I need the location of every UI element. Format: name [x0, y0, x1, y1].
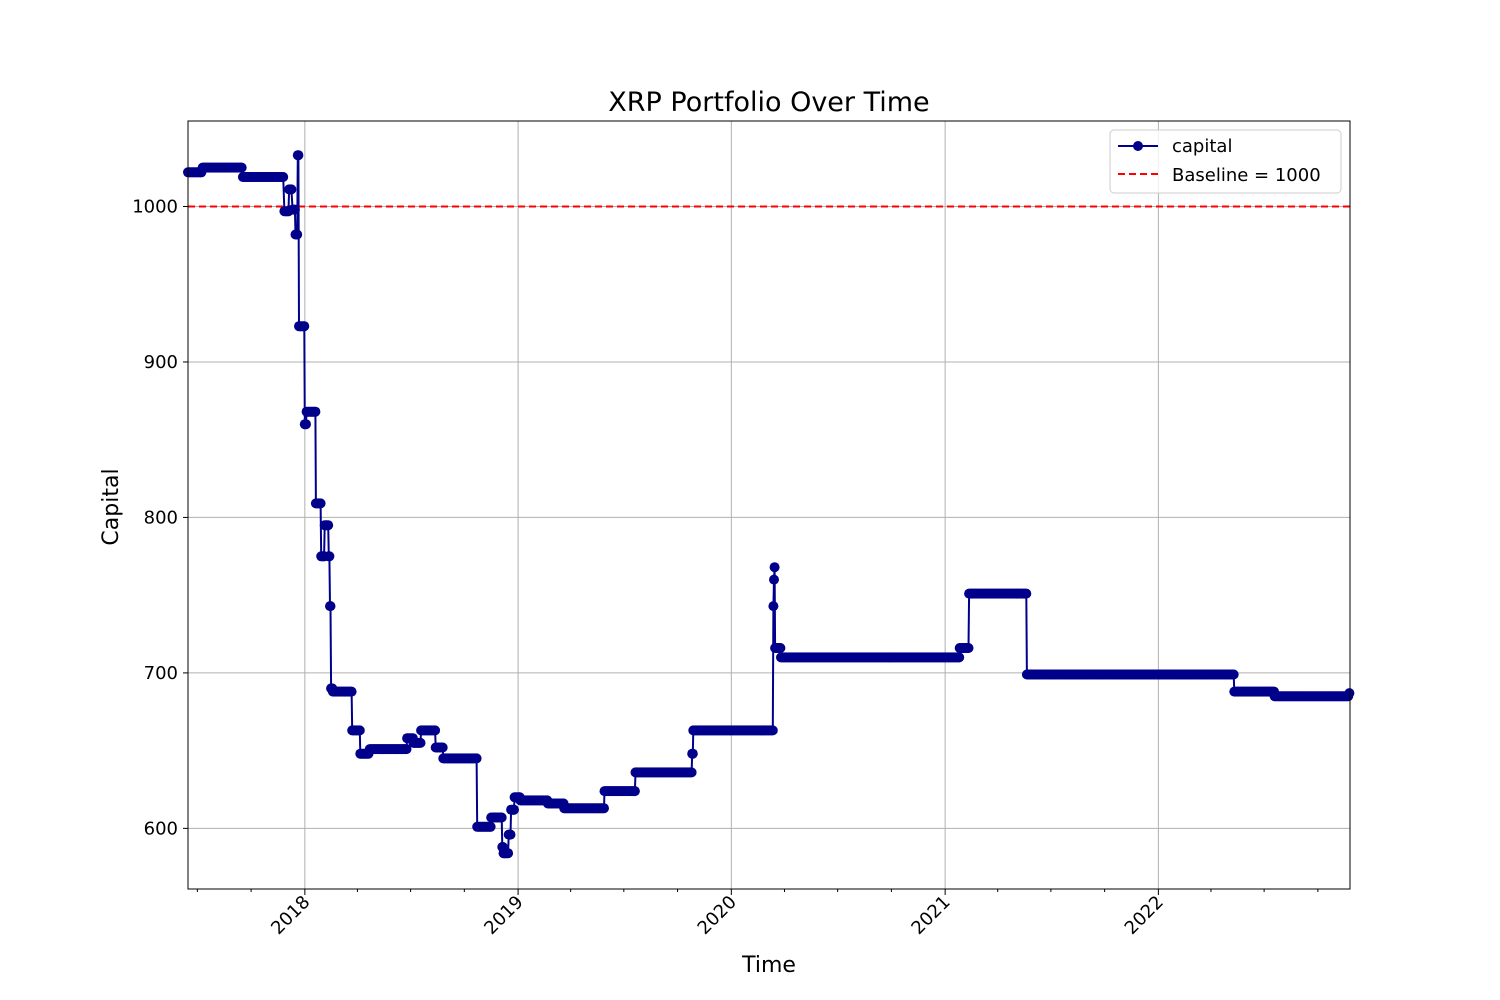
capital-point	[775, 643, 786, 653]
capital-point	[1344, 688, 1355, 699]
y-axis: 600 700 800 900 1000	[132, 197, 188, 839]
capital-point	[323, 520, 334, 531]
plot-area-frame	[187, 120, 1351, 890]
capital-point	[289, 204, 300, 215]
x-axis-title: Time	[741, 953, 796, 978]
y-tick-label: 700	[144, 663, 178, 684]
capital-point	[315, 498, 326, 509]
capital-point	[505, 829, 516, 840]
y-axis-title: Capital	[99, 468, 124, 545]
capital-point	[286, 184, 297, 195]
capital-point	[629, 786, 640, 797]
y-tick-label: 800	[144, 507, 178, 528]
legend-capital-marker	[1133, 141, 1143, 151]
x-tick-label: 2021	[907, 892, 954, 939]
x-axis: 2018 2019 2020 2021 2022	[196, 889, 1319, 939]
capital-point	[293, 150, 304, 161]
capital-point	[1228, 669, 1239, 680]
capital-point	[687, 748, 698, 759]
capital-point	[437, 742, 448, 753]
series-layer	[183, 150, 1355, 859]
capital-point	[471, 753, 482, 764]
capital-point	[346, 686, 357, 697]
capital-point	[768, 601, 779, 612]
capital-point	[310, 406, 321, 417]
capital-point	[301, 419, 311, 430]
capital-point	[278, 172, 289, 182]
capital-point	[354, 725, 365, 736]
capital-point	[485, 821, 496, 832]
legend-capital-label: capital	[1172, 136, 1232, 157]
legend: capital Baseline = 1000	[1109, 129, 1342, 194]
chart-title: XRP Portfolio Over Time	[608, 87, 929, 118]
capital-point	[496, 812, 507, 823]
capital-point	[325, 601, 336, 612]
x-tick-label: 2018	[267, 892, 314, 939]
y-tick-label: 600	[144, 818, 178, 839]
capital-point	[1021, 588, 1032, 599]
legend-box	[1109, 129, 1342, 194]
capital-point	[401, 744, 412, 755]
capital-point	[599, 803, 609, 814]
capital-point	[963, 643, 974, 653]
capital-point	[324, 551, 335, 562]
y-tick-label: 900	[144, 352, 178, 373]
capital-point	[769, 562, 780, 573]
capital-point	[292, 229, 303, 240]
x-tick-label: 2022	[1121, 892, 1168, 939]
capital-point	[686, 767, 697, 778]
capital-line	[188, 154, 1351, 855]
capital-point	[236, 162, 247, 173]
capital-point	[503, 848, 514, 859]
capital-point	[767, 725, 778, 736]
grid-lines	[188, 121, 1350, 889]
legend-baseline-label: Baseline = 1000	[1172, 165, 1321, 186]
capital-point	[299, 321, 310, 332]
capital-point	[415, 737, 426, 748]
capital-point	[954, 652, 965, 663]
capital-point	[430, 725, 441, 736]
capital-point	[769, 574, 779, 585]
x-tick-label: 2019	[480, 892, 527, 939]
y-tick-label: 1000	[132, 197, 178, 218]
capital-point	[509, 804, 519, 815]
x-tick-label: 2020	[694, 892, 741, 939]
